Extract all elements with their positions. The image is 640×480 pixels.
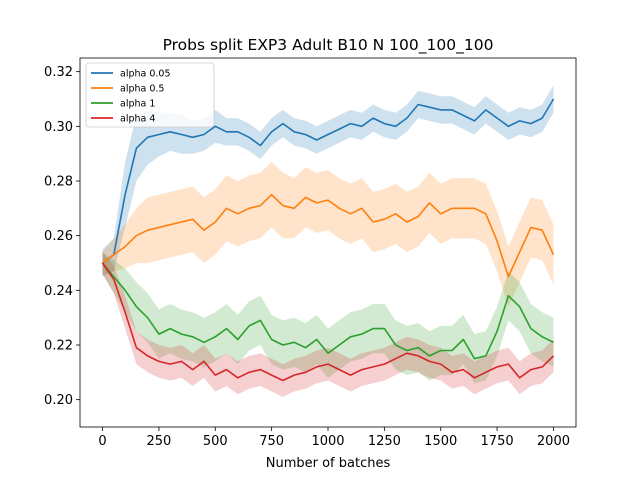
line-alpha-0-05	[102, 98, 555, 264]
legend-label-alpha-1: alpha 1	[120, 99, 155, 110]
band-alpha-0-05	[102, 85, 554, 277]
x-tick-label: 1750	[481, 434, 514, 449]
y-tick-label: 0.20	[44, 393, 73, 408]
line-alpha-0-5	[102, 193, 555, 278]
legend: alpha 0.05 alpha 0.5 alpha 1 alpha 4	[85, 62, 215, 128]
y-axis: 0.20 0.22 0.24 0.26 0.28 0.30 0.32	[44, 65, 80, 408]
legend-label-alpha-4: alpha 4	[120, 114, 155, 125]
x-axis-label: Number of batches	[266, 456, 391, 471]
x-tick-label: 750	[259, 434, 284, 449]
band-alpha-4	[102, 252, 554, 397]
x-tick-label: 2000	[537, 434, 570, 449]
line-alpha-4	[101, 262, 555, 382]
y-tick-label: 0.28	[44, 175, 73, 190]
y-tick-label: 0.24	[44, 284, 73, 299]
x-tick-label: 250	[146, 434, 171, 449]
band-alpha-0-5	[102, 161, 554, 307]
legend-label-alpha-0-5: alpha 0.5	[120, 84, 164, 95]
legend-box	[85, 62, 215, 128]
x-tick-label: 500	[203, 434, 228, 449]
legend-label-alpha-0-05: alpha 0.05	[120, 69, 171, 80]
line-alpha-1	[101, 262, 554, 360]
x-tick-label: 1500	[424, 434, 457, 449]
chart-title: Probs split EXP3 Adult B10 N 100_100_100	[163, 36, 494, 55]
x-axis: 0 250 500 750 1000 1250 1500 1750 2000	[98, 427, 570, 449]
x-tick-label: 1000	[311, 434, 344, 449]
series-lines	[101, 98, 555, 382]
y-tick-label: 0.30	[44, 120, 73, 135]
y-tick-label: 0.22	[44, 339, 73, 354]
x-tick-label: 0	[98, 434, 106, 449]
x-tick-label: 1250	[368, 434, 401, 449]
y-tick-label: 0.32	[44, 65, 73, 80]
y-tick-label: 0.26	[44, 229, 73, 244]
